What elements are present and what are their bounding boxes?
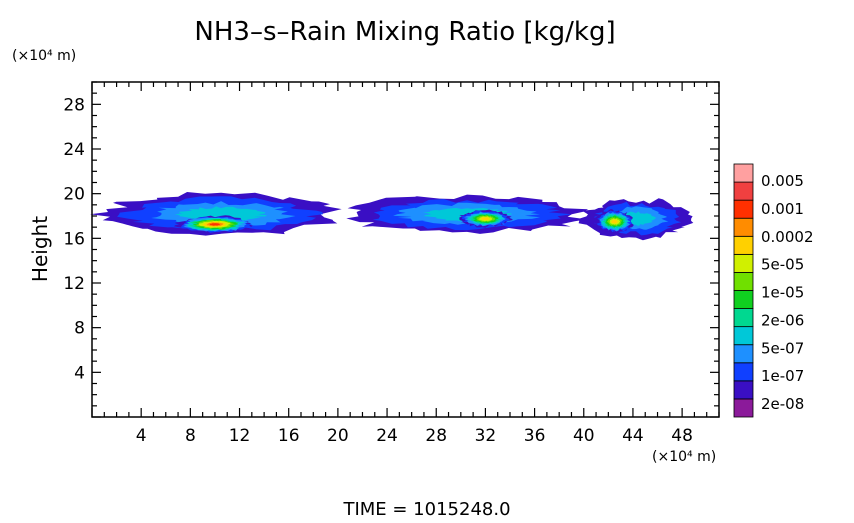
- x-tick-label: 32: [475, 426, 497, 446]
- region-core-middle: [459, 209, 513, 228]
- x-tick-label: 44: [622, 426, 644, 446]
- colorbar-swatch: [733, 362, 754, 382]
- colorbar-swatch: [733, 272, 754, 291]
- colorbar-swatch: [733, 181, 754, 201]
- x-tick-label: 24: [376, 426, 398, 446]
- y-axis-label: Height: [28, 216, 52, 282]
- x-tick-label: 8: [185, 426, 196, 446]
- region-core-east: [594, 209, 634, 233]
- colorbar-label: 0.0002: [761, 228, 814, 246]
- y-tick-label: 24: [63, 140, 85, 160]
- plot-frame: [91, 81, 720, 418]
- y-tick-label: 20: [63, 185, 85, 205]
- chart-title: NH3–s–Rain Mixing Ratio [kg/kg]: [194, 17, 615, 47]
- colorbar-swatch: [733, 308, 754, 328]
- y-tick-label: 8: [74, 319, 85, 339]
- x-tick-label: 48: [671, 426, 693, 446]
- x-tick-label: 4: [136, 426, 147, 446]
- y-tick-label: 4: [74, 363, 85, 383]
- x-tick-label: 36: [524, 426, 546, 446]
- region-core-west: [174, 215, 253, 234]
- colorbar-label: 1e-05: [761, 284, 804, 302]
- y-tick-label: 12: [63, 274, 85, 294]
- contour-band: [209, 223, 221, 226]
- x-tick-label: 20: [327, 426, 349, 446]
- colorbar-label: 0.001: [761, 200, 804, 218]
- colorbar-swatch: [733, 380, 754, 400]
- region-cloud-west: [90, 192, 342, 236]
- colorbar: 0.005 0.001 0.0002 5e-05 1e-05 2e-06 5e-07 1e-0…: [733, 163, 814, 418]
- y-tick-label: 28: [63, 95, 85, 115]
- time-footer: TIME = 1015248.0: [342, 499, 510, 519]
- x-unit-label: (×10⁴ m): [652, 449, 716, 465]
- x-tick-label: 40: [573, 426, 595, 446]
- region-cloud-east: [578, 198, 694, 241]
- colorbar-swatch: [733, 398, 754, 418]
- x-tick-label: 16: [278, 426, 300, 446]
- contour-band: [174, 206, 267, 222]
- colorbar-swatch: [733, 163, 754, 183]
- colorbar-swatch: [733, 199, 754, 219]
- x-tick-label: 12: [229, 426, 251, 446]
- colorbar-label: 0.005: [761, 172, 804, 190]
- colorbar-label: 2e-06: [761, 311, 804, 329]
- y-tick-label: 16: [63, 229, 85, 249]
- colorbar-label: 2e-08: [761, 395, 804, 413]
- colorbar-swatch: [733, 235, 754, 255]
- colorbar-swatch: [733, 253, 754, 273]
- colorbar-label: 5e-05: [761, 256, 804, 274]
- colorbar-swatch: [733, 217, 754, 237]
- contour-band: [611, 219, 618, 224]
- colorbar-label: 1e-07: [761, 367, 804, 385]
- colorbar-label: 5e-07: [761, 339, 804, 357]
- y-unit-label: (×10⁴ m): [12, 48, 76, 64]
- colorbar-swatch: [733, 344, 754, 364]
- x-tick-label: 28: [425, 426, 447, 446]
- colorbar-swatch: [733, 290, 754, 309]
- colorbar-swatch: [733, 326, 754, 346]
- contour-band: [480, 217, 490, 221]
